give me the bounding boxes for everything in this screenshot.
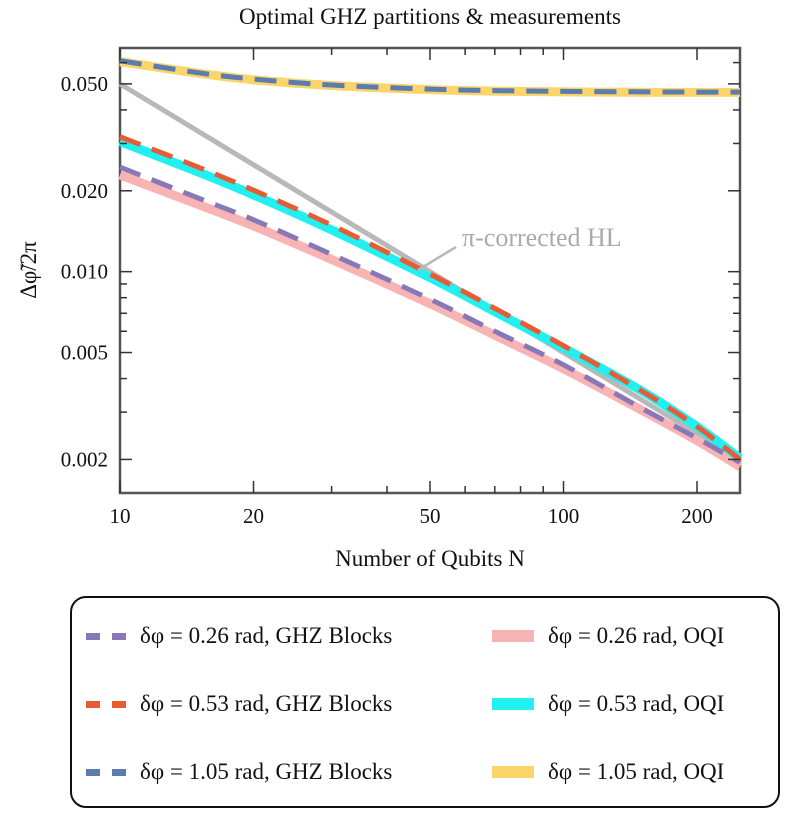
legend-label: δφ = 0.26 rad, GHZ Blocks	[140, 623, 393, 648]
y-tick-label-0.01: 0.010	[61, 260, 108, 284]
legend-entry-1-05-rad-oqi: δφ = 1.05 rad, OQI	[492, 754, 724, 790]
legend-label: δφ = 0.53 rad, OQI	[548, 691, 725, 716]
x-tick-label-20: 20	[243, 504, 264, 528]
legend-entry-0-53-rad-ghz-blocks: δφ = 0.53 rad, GHZ Blocks	[86, 686, 392, 722]
x-tick-label-200: 200	[681, 504, 713, 528]
legend-entry-1-05-rad-ghz-blocks: δφ = 1.05 rad, GHZ Blocks	[86, 754, 392, 790]
legend-swatch	[492, 630, 534, 642]
series-pi-corrected-hl	[118, 81, 742, 462]
plot-area: 10 20 50 100 200 0.002 0.005 0.010 0.020 0.050	[61, 46, 743, 528]
legend-entry-0-53-rad-oqi: δφ = 0.53 rad, OQI	[492, 686, 724, 722]
legend-swatch	[86, 632, 126, 640]
legend-label: δφ = 1.05 rad, OQI	[548, 759, 725, 784]
legend-entry-0-26-rad-oqi: δφ = 0.26 rad, OQI	[492, 618, 724, 654]
legend-swatch	[86, 768, 126, 776]
legend-entry-0-26-rad-ghz-blocks: δφ = 0.26 rad, GHZ Blocks	[86, 618, 392, 654]
legend-label: δφ = 0.26 rad, OQI	[548, 623, 725, 648]
chart-title: Optimal GHZ partitions & measurements	[239, 4, 621, 29]
y-tick-label-0.002: 0.002	[61, 447, 108, 471]
y-axis-title: Δφ̃/2π	[16, 241, 41, 299]
x-tick-label-100: 100	[548, 504, 580, 528]
legend-label: δφ = 0.53 rad, GHZ Blocks	[140, 691, 393, 716]
series-1-05-rad-ghz-blocks	[119, 58, 741, 95]
legend-swatch	[86, 700, 126, 708]
series-0-26-rad-ghz-blocks	[119, 164, 742, 465]
x-tick-label-50: 50	[420, 504, 441, 528]
x-tick-label-10: 10	[110, 504, 131, 528]
x-axis-title: Number of Qubits N	[335, 546, 525, 571]
series-0-26-rad-oqi	[118, 170, 743, 471]
hl-annotation-pointer	[417, 245, 457, 272]
legend-swatch	[492, 698, 534, 710]
legend: δφ = 0.26 rad, GHZ Blocks δφ = 0.26 rad, …	[70, 596, 780, 808]
hl-annotation: π-corrected HL	[462, 223, 622, 252]
series-0-53-rad-ghz-blocks	[119, 134, 742, 462]
legend-label: δφ = 1.05 rad, GHZ Blocks	[140, 759, 393, 784]
tick-label-layer: 10 20 50 100 200 0.002 0.005 0.010 0.020 0.050	[61, 72, 713, 528]
y-tick-label-0.005: 0.005	[61, 341, 108, 365]
y-tick-label-0.05: 0.050	[61, 72, 108, 96]
chart: Optimal GHZ partitions & measurements 10…	[16, 4, 743, 571]
series-0-53-rad-oqi	[118, 137, 743, 462]
y-tick-label-0.02: 0.020	[61, 179, 108, 203]
tick-layer	[119, 48, 740, 493]
series-layer	[118, 57, 743, 471]
legend-swatch	[492, 766, 534, 778]
